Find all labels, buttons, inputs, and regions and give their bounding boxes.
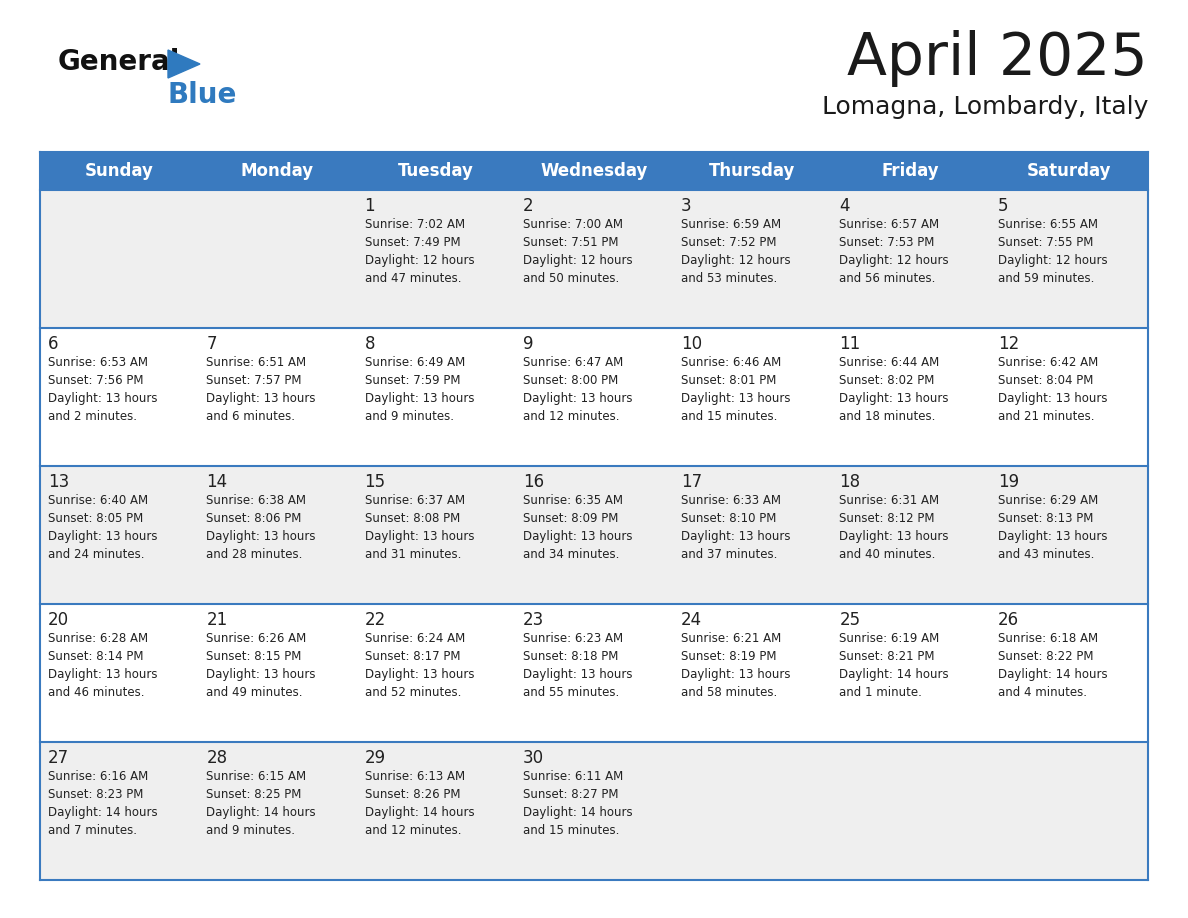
Text: Sunrise: 6:16 AM
Sunset: 8:23 PM
Daylight: 14 hours
and 7 minutes.: Sunrise: 6:16 AM Sunset: 8:23 PM Dayligh… [48,770,158,837]
Text: 25: 25 [840,611,860,629]
Text: 5: 5 [998,197,1009,215]
Text: Sunrise: 6:11 AM
Sunset: 8:27 PM
Daylight: 14 hours
and 15 minutes.: Sunrise: 6:11 AM Sunset: 8:27 PM Dayligh… [523,770,632,837]
Text: 4: 4 [840,197,849,215]
Text: 7: 7 [207,335,216,353]
Text: 21: 21 [207,611,228,629]
Text: 28: 28 [207,749,227,767]
Text: 30: 30 [523,749,544,767]
Text: Sunrise: 7:02 AM
Sunset: 7:49 PM
Daylight: 12 hours
and 47 minutes.: Sunrise: 7:02 AM Sunset: 7:49 PM Dayligh… [365,218,474,285]
Text: Sunrise: 6:42 AM
Sunset: 8:04 PM
Daylight: 13 hours
and 21 minutes.: Sunrise: 6:42 AM Sunset: 8:04 PM Dayligh… [998,356,1107,423]
Bar [40,328,1148,466]
Text: Sunrise: 6:46 AM
Sunset: 8:01 PM
Daylight: 13 hours
and 15 minutes.: Sunrise: 6:46 AM Sunset: 8:01 PM Dayligh… [681,356,791,423]
Text: Saturday: Saturday [1026,162,1111,180]
Text: Lomagna, Lombardy, Italy: Lomagna, Lombardy, Italy [822,95,1148,119]
Text: Sunrise: 6:26 AM
Sunset: 8:15 PM
Daylight: 13 hours
and 49 minutes.: Sunrise: 6:26 AM Sunset: 8:15 PM Dayligh… [207,632,316,699]
Text: 14: 14 [207,473,227,491]
Text: Sunrise: 6:18 AM
Sunset: 8:22 PM
Daylight: 14 hours
and 4 minutes.: Sunrise: 6:18 AM Sunset: 8:22 PM Dayligh… [998,632,1107,699]
Text: Blue: Blue [168,81,238,109]
Text: 1: 1 [365,197,375,215]
Text: Friday: Friday [881,162,940,180]
Text: Sunrise: 6:57 AM
Sunset: 7:53 PM
Daylight: 12 hours
and 56 minutes.: Sunrise: 6:57 AM Sunset: 7:53 PM Dayligh… [840,218,949,285]
Text: 10: 10 [681,335,702,353]
Text: Sunrise: 7:00 AM
Sunset: 7:51 PM
Daylight: 12 hours
and 50 minutes.: Sunrise: 7:00 AM Sunset: 7:51 PM Dayligh… [523,218,632,285]
Text: Sunrise: 6:40 AM
Sunset: 8:05 PM
Daylight: 13 hours
and 24 minutes.: Sunrise: 6:40 AM Sunset: 8:05 PM Dayligh… [48,494,158,561]
Text: 19: 19 [998,473,1019,491]
Text: Sunrise: 6:33 AM
Sunset: 8:10 PM
Daylight: 13 hours
and 37 minutes.: Sunrise: 6:33 AM Sunset: 8:10 PM Dayligh… [681,494,791,561]
Text: 8: 8 [365,335,375,353]
Text: 13: 13 [48,473,69,491]
Text: Sunrise: 6:15 AM
Sunset: 8:25 PM
Daylight: 14 hours
and 9 minutes.: Sunrise: 6:15 AM Sunset: 8:25 PM Dayligh… [207,770,316,837]
Text: 27: 27 [48,749,69,767]
Bar [40,466,1148,604]
Bar [40,190,1148,328]
Text: Wednesday: Wednesday [541,162,647,180]
Text: General: General [58,48,181,76]
Text: Sunrise: 6:51 AM
Sunset: 7:57 PM
Daylight: 13 hours
and 6 minutes.: Sunrise: 6:51 AM Sunset: 7:57 PM Dayligh… [207,356,316,423]
Text: Sunrise: 6:49 AM
Sunset: 7:59 PM
Daylight: 13 hours
and 9 minutes.: Sunrise: 6:49 AM Sunset: 7:59 PM Dayligh… [365,356,474,423]
Text: Sunday: Sunday [84,162,153,180]
Text: Sunrise: 6:53 AM
Sunset: 7:56 PM
Daylight: 13 hours
and 2 minutes.: Sunrise: 6:53 AM Sunset: 7:56 PM Dayligh… [48,356,158,423]
Text: Sunrise: 6:13 AM
Sunset: 8:26 PM
Daylight: 14 hours
and 12 minutes.: Sunrise: 6:13 AM Sunset: 8:26 PM Dayligh… [365,770,474,837]
Text: Sunrise: 6:55 AM
Sunset: 7:55 PM
Daylight: 12 hours
and 59 minutes.: Sunrise: 6:55 AM Sunset: 7:55 PM Dayligh… [998,218,1107,285]
Text: 9: 9 [523,335,533,353]
Text: Sunrise: 6:24 AM
Sunset: 8:17 PM
Daylight: 13 hours
and 52 minutes.: Sunrise: 6:24 AM Sunset: 8:17 PM Dayligh… [365,632,474,699]
Text: 2: 2 [523,197,533,215]
Text: Sunrise: 6:31 AM
Sunset: 8:12 PM
Daylight: 13 hours
and 40 minutes.: Sunrise: 6:31 AM Sunset: 8:12 PM Dayligh… [840,494,949,561]
Text: Sunrise: 6:19 AM
Sunset: 8:21 PM
Daylight: 14 hours
and 1 minute.: Sunrise: 6:19 AM Sunset: 8:21 PM Dayligh… [840,632,949,699]
Text: Thursday: Thursday [709,162,796,180]
Text: Sunrise: 6:21 AM
Sunset: 8:19 PM
Daylight: 13 hours
and 58 minutes.: Sunrise: 6:21 AM Sunset: 8:19 PM Dayligh… [681,632,791,699]
Text: Tuesday: Tuesday [398,162,474,180]
Text: 24: 24 [681,611,702,629]
Text: 11: 11 [840,335,860,353]
Bar [40,152,1148,190]
Text: 29: 29 [365,749,386,767]
Text: Sunrise: 6:59 AM
Sunset: 7:52 PM
Daylight: 12 hours
and 53 minutes.: Sunrise: 6:59 AM Sunset: 7:52 PM Dayligh… [681,218,791,285]
Text: 6: 6 [48,335,58,353]
Text: 12: 12 [998,335,1019,353]
Text: 16: 16 [523,473,544,491]
Text: 22: 22 [365,611,386,629]
Text: 15: 15 [365,473,386,491]
Text: Sunrise: 6:23 AM
Sunset: 8:18 PM
Daylight: 13 hours
and 55 minutes.: Sunrise: 6:23 AM Sunset: 8:18 PM Dayligh… [523,632,632,699]
Text: April 2025: April 2025 [847,30,1148,87]
Text: Sunrise: 6:38 AM
Sunset: 8:06 PM
Daylight: 13 hours
and 28 minutes.: Sunrise: 6:38 AM Sunset: 8:06 PM Dayligh… [207,494,316,561]
Text: Sunrise: 6:44 AM
Sunset: 8:02 PM
Daylight: 13 hours
and 18 minutes.: Sunrise: 6:44 AM Sunset: 8:02 PM Dayligh… [840,356,949,423]
Text: Sunrise: 6:37 AM
Sunset: 8:08 PM
Daylight: 13 hours
and 31 minutes.: Sunrise: 6:37 AM Sunset: 8:08 PM Dayligh… [365,494,474,561]
Text: 18: 18 [840,473,860,491]
Bar [40,742,1148,880]
Polygon shape [168,50,200,78]
Text: 26: 26 [998,611,1019,629]
Text: 20: 20 [48,611,69,629]
Text: Sunrise: 6:29 AM
Sunset: 8:13 PM
Daylight: 13 hours
and 43 minutes.: Sunrise: 6:29 AM Sunset: 8:13 PM Dayligh… [998,494,1107,561]
Text: 3: 3 [681,197,691,215]
Text: Monday: Monday [241,162,314,180]
Text: Sunrise: 6:35 AM
Sunset: 8:09 PM
Daylight: 13 hours
and 34 minutes.: Sunrise: 6:35 AM Sunset: 8:09 PM Dayligh… [523,494,632,561]
Text: Sunrise: 6:47 AM
Sunset: 8:00 PM
Daylight: 13 hours
and 12 minutes.: Sunrise: 6:47 AM Sunset: 8:00 PM Dayligh… [523,356,632,423]
Text: 17: 17 [681,473,702,491]
Text: Sunrise: 6:28 AM
Sunset: 8:14 PM
Daylight: 13 hours
and 46 minutes.: Sunrise: 6:28 AM Sunset: 8:14 PM Dayligh… [48,632,158,699]
Text: 23: 23 [523,611,544,629]
Bar [40,604,1148,742]
